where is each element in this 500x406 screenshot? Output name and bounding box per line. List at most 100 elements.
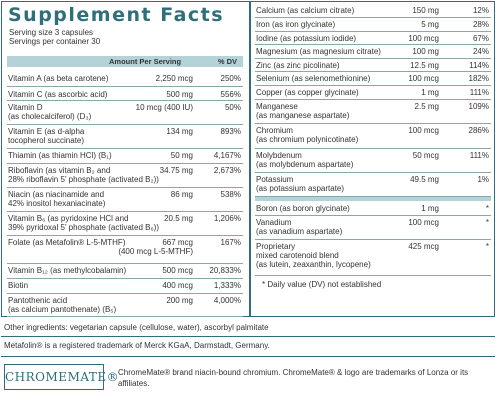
nutrient-name: Thiamin (as thiamin HCl) (B₁) (8, 151, 112, 160)
nutrient-amount-line: 667 mcg (162, 238, 193, 247)
nutrient-amount: 10 mcg (400 IU) (136, 103, 193, 112)
nutrient-dv: 24% (473, 47, 489, 56)
nutrient-amount-line: 100 mcg (408, 126, 439, 135)
nutrient-name-line: (as vanadium aspartate) (256, 227, 343, 236)
nutrient-name: Potassium (as potassium aspartate) (256, 175, 344, 193)
nutrient-amount: 50 mcg (413, 151, 439, 160)
nutrient-dv-line: 556% (220, 90, 241, 99)
nutrient-name-line: Boron (as boron glycinate) (256, 204, 350, 213)
nutrient-dv: 111% (470, 88, 489, 97)
nutrient-amount: 100 mcg (408, 74, 439, 83)
nutrient-dv: 556% (221, 90, 241, 99)
nutrient-name-line: tocopherol succinate) (8, 136, 85, 145)
nutrient-name: Vitamin E (as d-alpha tocopherol succinat… (8, 127, 84, 145)
column-divider (249, 2, 251, 316)
panel-title: Supplement Facts (8, 4, 225, 26)
nutrient-name-line: Calcium (as calcium citrate) (256, 6, 355, 15)
nutrient-amount: 49.5 mg (410, 175, 439, 184)
nutrient-dv-line: 286% (468, 126, 489, 135)
nutrient-dv-line: 50% (224, 103, 241, 112)
nutrient-dv: 1,206% (214, 214, 241, 223)
nutrient-amount: 667 mcg (400 mcg L-5-MTHF) (118, 238, 193, 256)
nutrient-row: Pantothenic acid (as calcium pantothenate… (7, 294, 243, 317)
nutrient-dv-line: 1,206% (213, 214, 241, 223)
nutrient-amount-line: 86 mg (170, 190, 193, 199)
divider (1, 336, 495, 337)
nutrient-name-line: Vitamin D (8, 103, 43, 112)
nutrient-dv-line: 109% (468, 102, 489, 111)
nutrient-dv: 182% (469, 74, 489, 83)
servings-per-container: Servings per container 30 (9, 37, 101, 46)
serving-size: Serving size 3 capsules (9, 28, 94, 37)
nutrient-dv: 12% (473, 6, 489, 15)
nutrient-name-line: Vitamin B₁₂ (as methylcobalamin) (8, 266, 127, 275)
nutrient-amount: 2.5 mg (415, 102, 439, 111)
nutrient-amount-line: 50 mcg (412, 151, 439, 160)
nutrient-row: Iron (as iron glycinate) 5 mg 28% (255, 18, 491, 32)
nutrient-name-line: Iodine (as potassium iodide) (256, 34, 357, 43)
nutrient-name-line: (as manganese aspartate) (256, 111, 350, 120)
nutrient-row: Vitamin E (as d-alpha tocopherol succinat… (7, 125, 243, 149)
nutrient-amount-line: 150 mg (412, 6, 439, 15)
nutrient-dv-line: 12% (472, 6, 489, 15)
nutrient-dv: 167% (221, 238, 241, 247)
nutrient-dv: 114% (469, 61, 489, 70)
amount-header: Amount Per Serving (109, 57, 182, 66)
nutrient-name: Chromium (as chromium polynicotinate) (256, 126, 358, 144)
nutrient-dv-line: 538% (220, 190, 241, 199)
nutrient-name: Vitamin A (as beta carotene) (8, 74, 108, 83)
nutrient-amount: 86 mg (171, 190, 193, 199)
nutrient-name: Selenium (as selenomethionine) (256, 74, 370, 83)
nutrient-name-line: (as calcium pantothenate) (B₅) (8, 305, 117, 314)
nutrient-name: Calcium (as calcium citrate) (256, 6, 354, 15)
nutrient-row: Calcium (as calcium citrate) 150 mg 12% (255, 4, 491, 18)
nutrient-name-line: Niacin (as niacinamide and (8, 190, 105, 199)
nutrient-dv-line: 24% (472, 47, 489, 56)
nutrient-row: Folate (as Metafolin® L-5-MTHF) 667 mcg (4… (7, 236, 243, 264)
nutrient-name-line: Selenium (as selenomethionine) (256, 74, 371, 83)
nutrient-dv-line: * (485, 242, 489, 251)
nutrient-dv: 4,000% (214, 296, 241, 305)
nutrient-amount: 134 mg (166, 127, 193, 136)
divider (1, 356, 495, 357)
dv-header: % DV (217, 57, 237, 66)
nutrient-amount: 500 mcg (162, 266, 193, 275)
nutrient-row: Vitamin D (as cholecalciferol) (D₃) 10 mcg… (7, 101, 243, 125)
nutrient-dv: 286% (469, 126, 489, 135)
nutrient-amount-line: 100 mcg (408, 74, 439, 83)
nutrient-dv: 4,167% (214, 151, 241, 160)
nutrient-row: Potassium (as potassium aspartate) 49.5 mg… (255, 173, 491, 197)
nutrient-name: Folate (as Metafolin® L-5-MTHF) (8, 238, 125, 247)
nutrient-row: Vitamin A (as beta carotene) 2,250 mcg 250… (7, 72, 243, 87)
nutrient-name-line: Pantothenic acid (8, 296, 68, 305)
nutrient-name-line: (as chromium polynicotinate) (256, 135, 359, 144)
nutrient-name-line: mixed carotenoid blend (256, 251, 339, 260)
metafolin-trademark: Metafolin® is a registered trademark of … (4, 341, 270, 350)
nutrient-dv-line: 893% (220, 127, 241, 136)
table-header: Amount Per Serving % DV (7, 56, 243, 67)
nutrient-name-line: Chromium (256, 126, 293, 135)
nutrient-dv: * (486, 218, 489, 227)
nutrient-amount: 100 mcg (408, 218, 439, 227)
nutrient-amount: 1 mg (421, 204, 439, 213)
nutrient-amount-line: 100 mg (412, 47, 439, 56)
nutrient-name-line: 39% pyridoxal 5’ phosphate (activated B₆… (8, 223, 160, 232)
nutrient-row: Niacin (as niacinamide and 42% inositol h… (7, 188, 243, 212)
nutrient-amount: 150 mg (412, 6, 439, 15)
nutrient-dv-line: 111% (469, 88, 489, 97)
nutrient-amount-line: 5 mg (421, 20, 439, 29)
nutrient-amount: 12.5 mg (410, 61, 439, 70)
nutrient-dv-line: 182% (468, 74, 489, 83)
nutrient-amount: 34.75 mg (160, 166, 193, 175)
nutrient-dv-line: 1,333% (213, 281, 241, 290)
nutrient-dv: 250% (221, 74, 241, 83)
nutrient-dv-line: 2,673% (213, 166, 241, 175)
nutrient-name-line: Vitamin E (as d-alpha (8, 127, 85, 136)
nutrient-name-line: Folate (as Metafolin® L-5-MTHF) (8, 238, 126, 247)
nutrient-row: Chromium (as chromium polynicotinate) 100 … (255, 124, 491, 149)
nutrient-amount-line: 49.5 mg (410, 175, 439, 184)
nutrient-dv: 2,673% (214, 166, 241, 175)
nutrient-amount-line: 400 mcg (162, 281, 193, 290)
nutrient-amount: 100 mg (412, 47, 439, 56)
footnote: * Daily value (DV) not established (262, 280, 382, 289)
